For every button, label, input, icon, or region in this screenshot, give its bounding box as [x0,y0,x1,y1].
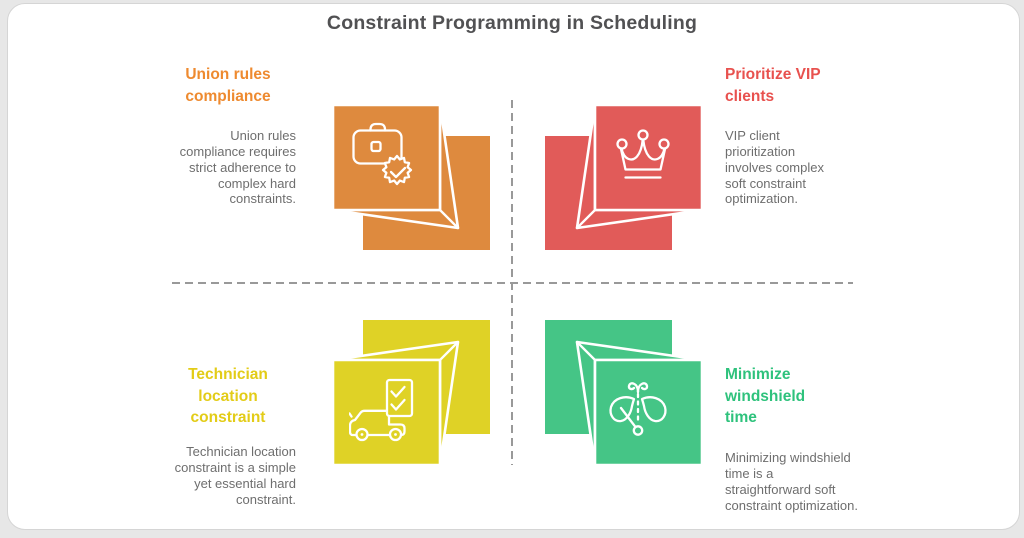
crown-icon [616,129,670,179]
infographic-card [7,3,1020,530]
technician-location-description: Technician location constraint is a simp… [174,444,296,507]
windshield-wiper-icon [609,382,667,436]
technician-location-icon-block [330,312,495,477]
windshield-time-icon-block [540,312,705,477]
orange-3d-box [331,103,490,250]
vip-clients-description: VIP client prioritization involves compl… [725,128,824,207]
technician-location-heading: Technician location constraint [188,366,268,427]
windshield-time-heading: Minimize windshield time [725,366,806,427]
vip-clients-heading: Prioritize VIP clients [725,66,821,105]
yellow-3d-box [331,320,490,467]
quadrant-divider-vertical [511,100,513,465]
briefcase-badge-icon [352,122,413,186]
car-checklist-icon [349,378,414,442]
page-title: Constraint Programming in Scheduling [326,12,698,34]
union-rules-heading: Union rules compliance [185,66,271,105]
union-rules-icon-block [330,93,495,258]
union-rules-description: Union rules compliance requires strict a… [179,128,296,207]
windshield-time-description: Minimizing windshield time is a straight… [725,450,858,513]
green-3d-box [545,320,704,467]
vip-clients-icon-block [540,93,705,258]
